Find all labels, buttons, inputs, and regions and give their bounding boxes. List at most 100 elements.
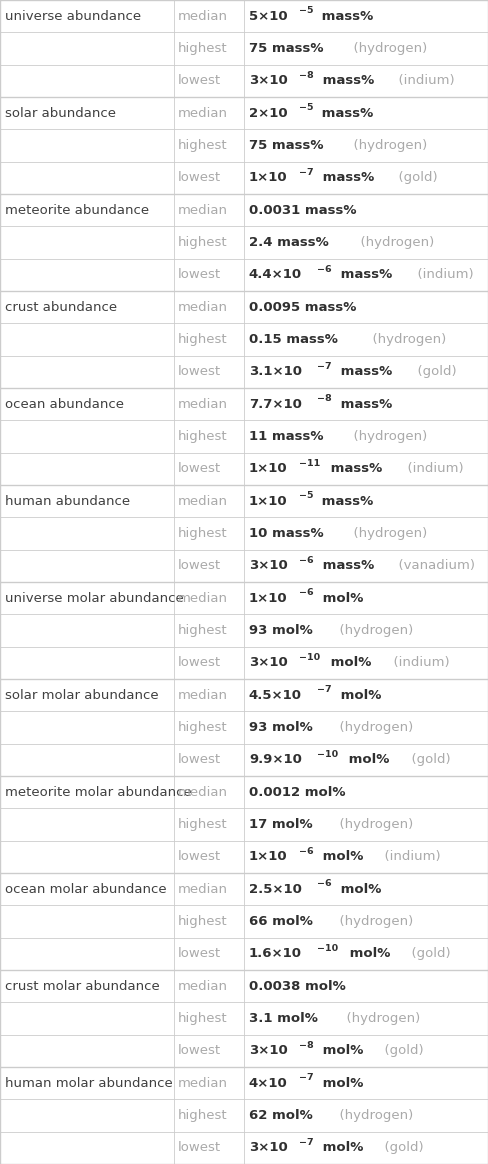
Text: 3×10: 3×10 xyxy=(249,560,287,573)
Text: 4×10: 4×10 xyxy=(249,1077,287,1090)
Text: ocean abundance: ocean abundance xyxy=(5,398,124,411)
Text: −10: −10 xyxy=(299,653,320,661)
Text: 2×10: 2×10 xyxy=(249,107,287,120)
Text: lowest: lowest xyxy=(178,947,221,960)
Text: lowest: lowest xyxy=(178,753,221,766)
Text: 2.4 mass%: 2.4 mass% xyxy=(249,236,328,249)
Text: 1×10: 1×10 xyxy=(249,591,287,604)
Text: 7.7×10: 7.7×10 xyxy=(249,398,302,411)
Text: −7: −7 xyxy=(299,1073,313,1081)
Text: universe molar abundance: universe molar abundance xyxy=(5,591,183,604)
Text: lowest: lowest xyxy=(178,1044,221,1057)
Text: 5×10: 5×10 xyxy=(249,9,287,22)
Text: 1×10: 1×10 xyxy=(249,462,287,475)
Text: 0.0031 mass%: 0.0031 mass% xyxy=(249,204,356,217)
Text: (vanadium): (vanadium) xyxy=(390,560,475,573)
Text: median: median xyxy=(178,204,228,217)
Text: mass%: mass% xyxy=(317,107,374,120)
Text: 62 mol%: 62 mol% xyxy=(249,1109,313,1122)
Text: crust abundance: crust abundance xyxy=(5,300,117,313)
Text: 4.4×10: 4.4×10 xyxy=(249,269,302,282)
Text: mol%: mol% xyxy=(318,851,363,864)
Text: −10: −10 xyxy=(317,750,338,759)
Text: median: median xyxy=(178,1077,228,1090)
Text: 3×10: 3×10 xyxy=(249,1142,287,1155)
Text: median: median xyxy=(178,689,228,702)
Text: −11: −11 xyxy=(299,459,320,468)
Text: 93 mol%: 93 mol% xyxy=(249,721,313,734)
Text: median: median xyxy=(178,9,228,22)
Text: 66 mol%: 66 mol% xyxy=(249,915,313,928)
Text: 0.0038 mol%: 0.0038 mol% xyxy=(249,980,346,993)
Text: solar abundance: solar abundance xyxy=(5,107,116,120)
Text: 1×10: 1×10 xyxy=(249,495,287,508)
Text: −5: −5 xyxy=(299,6,313,15)
Text: −6: −6 xyxy=(299,555,313,565)
Text: 0.0095 mass%: 0.0095 mass% xyxy=(249,300,356,313)
Text: median: median xyxy=(178,786,228,799)
Text: 75 mass%: 75 mass% xyxy=(249,42,324,55)
Text: −6: −6 xyxy=(299,588,313,597)
Text: mass%: mass% xyxy=(317,9,374,22)
Text: (gold): (gold) xyxy=(403,947,451,960)
Text: (indium): (indium) xyxy=(399,462,463,475)
Text: 10 mass%: 10 mass% xyxy=(249,527,324,540)
Text: median: median xyxy=(178,495,228,508)
Text: highest: highest xyxy=(178,42,228,55)
Text: mol%: mol% xyxy=(336,689,382,702)
Text: highest: highest xyxy=(178,236,228,249)
Text: lowest: lowest xyxy=(178,560,221,573)
Text: (gold): (gold) xyxy=(376,1044,424,1057)
Text: human molar abundance: human molar abundance xyxy=(5,1077,173,1090)
Text: (hydrogen): (hydrogen) xyxy=(331,818,413,831)
Text: crust molar abundance: crust molar abundance xyxy=(5,980,160,993)
Text: median: median xyxy=(178,398,228,411)
Text: mol%: mol% xyxy=(345,753,390,766)
Text: −8: −8 xyxy=(317,393,332,403)
Text: highest: highest xyxy=(178,527,228,540)
Text: highest: highest xyxy=(178,818,228,831)
Text: (hydrogen): (hydrogen) xyxy=(345,527,427,540)
Text: (indium): (indium) xyxy=(376,851,441,864)
Text: 1×10: 1×10 xyxy=(249,171,287,184)
Text: lowest: lowest xyxy=(178,269,221,282)
Text: 3.1 mol%: 3.1 mol% xyxy=(249,1012,318,1025)
Text: (hydrogen): (hydrogen) xyxy=(331,624,413,637)
Text: (gold): (gold) xyxy=(390,171,438,184)
Text: −7: −7 xyxy=(317,684,332,694)
Text: mass%: mass% xyxy=(317,495,374,508)
Text: 3×10: 3×10 xyxy=(249,1044,287,1057)
Text: 3×10: 3×10 xyxy=(249,74,287,87)
Text: (hydrogen): (hydrogen) xyxy=(331,721,413,734)
Text: lowest: lowest xyxy=(178,171,221,184)
Text: mass%: mass% xyxy=(318,74,374,87)
Text: ocean molar abundance: ocean molar abundance xyxy=(5,882,166,895)
Text: −10: −10 xyxy=(317,944,338,952)
Text: lowest: lowest xyxy=(178,365,221,378)
Text: median: median xyxy=(178,107,228,120)
Text: −6: −6 xyxy=(317,264,332,274)
Text: mol%: mol% xyxy=(326,656,371,669)
Text: (hydrogen): (hydrogen) xyxy=(352,236,434,249)
Text: human abundance: human abundance xyxy=(5,495,130,508)
Text: 0.0012 mol%: 0.0012 mol% xyxy=(249,786,346,799)
Text: highest: highest xyxy=(178,139,228,152)
Text: −6: −6 xyxy=(317,879,332,888)
Text: −8: −8 xyxy=(299,71,314,79)
Text: 17 mol%: 17 mol% xyxy=(249,818,312,831)
Text: 1×10: 1×10 xyxy=(249,851,287,864)
Text: 9.9×10: 9.9×10 xyxy=(249,753,302,766)
Text: (hydrogen): (hydrogen) xyxy=(345,139,427,152)
Text: 4.5×10: 4.5×10 xyxy=(249,689,302,702)
Text: 93 mol%: 93 mol% xyxy=(249,624,313,637)
Text: meteorite molar abundance: meteorite molar abundance xyxy=(5,786,192,799)
Text: (hydrogen): (hydrogen) xyxy=(331,915,413,928)
Text: meteorite abundance: meteorite abundance xyxy=(5,204,149,217)
Text: highest: highest xyxy=(178,333,228,346)
Text: (indium): (indium) xyxy=(385,656,449,669)
Text: (gold): (gold) xyxy=(409,365,456,378)
Text: mol%: mol% xyxy=(318,591,363,604)
Text: highest: highest xyxy=(178,1109,228,1122)
Text: highest: highest xyxy=(178,1012,228,1025)
Text: mol%: mol% xyxy=(318,1044,363,1057)
